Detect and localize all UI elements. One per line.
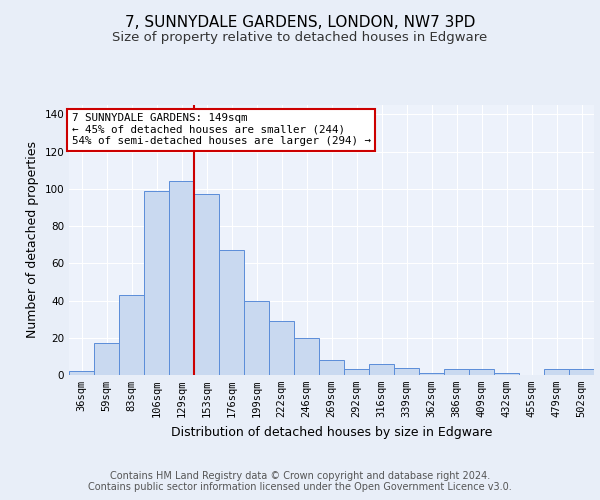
Bar	[494, 373, 519, 375]
Bar	[444, 370, 469, 375]
Bar	[244, 300, 269, 375]
Bar	[194, 194, 219, 375]
Bar	[419, 373, 444, 375]
Bar	[169, 182, 194, 375]
Bar	[269, 321, 294, 375]
Y-axis label: Number of detached properties: Number of detached properties	[26, 142, 39, 338]
Bar	[369, 364, 394, 375]
Bar	[319, 360, 344, 375]
Bar	[569, 370, 594, 375]
Bar	[544, 370, 569, 375]
Text: 7 SUNNYDALE GARDENS: 149sqm
← 45% of detached houses are smaller (244)
54% of se: 7 SUNNYDALE GARDENS: 149sqm ← 45% of det…	[71, 113, 371, 146]
Bar	[344, 370, 369, 375]
Bar	[69, 372, 94, 375]
Text: 7, SUNNYDALE GARDENS, LONDON, NW7 3PD: 7, SUNNYDALE GARDENS, LONDON, NW7 3PD	[125, 15, 475, 30]
Text: Contains public sector information licensed under the Open Government Licence v3: Contains public sector information licen…	[88, 482, 512, 492]
Bar	[394, 368, 419, 375]
X-axis label: Distribution of detached houses by size in Edgware: Distribution of detached houses by size …	[171, 426, 492, 438]
Text: Contains HM Land Registry data © Crown copyright and database right 2024.: Contains HM Land Registry data © Crown c…	[110, 471, 490, 481]
Text: Size of property relative to detached houses in Edgware: Size of property relative to detached ho…	[112, 31, 488, 44]
Bar	[469, 370, 494, 375]
Bar	[144, 190, 169, 375]
Bar	[119, 295, 144, 375]
Bar	[94, 344, 119, 375]
Bar	[219, 250, 244, 375]
Bar	[294, 338, 319, 375]
